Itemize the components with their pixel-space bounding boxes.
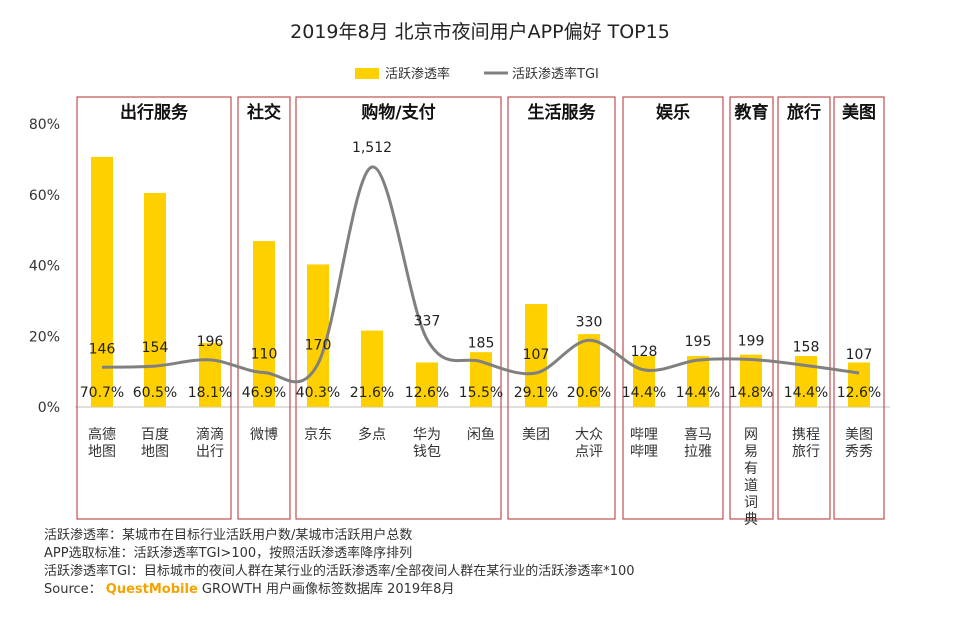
category-box	[833, 96, 885, 520]
category-label: 购物/支付	[361, 102, 435, 123]
bar	[91, 156, 113, 407]
x-tick-label: 美图秀秀	[845, 427, 873, 460]
bar-value-label: 70.7%	[80, 385, 124, 401]
tgi-label: 185	[468, 336, 495, 352]
bar-value-label: 12.6%	[405, 385, 449, 401]
category-label: 生活服务	[528, 102, 597, 123]
category-label: 娱乐	[656, 102, 690, 123]
category-box	[729, 96, 774, 520]
bar	[470, 352, 492, 407]
source-brand: QuestMobile	[105, 582, 198, 597]
bar-value-label: 46.9%	[242, 385, 286, 401]
tgi-label: 330	[576, 314, 603, 330]
category-box	[295, 96, 502, 520]
legend-swatch-penetration	[355, 68, 379, 79]
note-penetration-definition: 活跃渗透率：某城市在目标行业活跃用户数/某城市活跃用户总数	[44, 528, 413, 543]
tgi-label: 195	[685, 334, 712, 350]
y-tick-label: 20%	[29, 329, 60, 345]
bar	[578, 334, 600, 407]
category-label: 社交	[246, 102, 281, 123]
category-box	[237, 96, 291, 520]
y-tick-label: 60%	[29, 188, 60, 204]
tgi-label: 154	[142, 340, 169, 356]
note-tgi-definition: 活跃渗透率TGI：目标城市的夜间人群在某行业的活跃渗透率/全部夜间人群在某行业的…	[44, 564, 635, 579]
legend-label-tgi: 活跃渗透率TGI	[512, 66, 599, 82]
category-box	[622, 96, 724, 520]
bar-value-label: 15.5%	[459, 385, 503, 401]
tgi-label: 158	[793, 339, 820, 355]
x-tick-label: 京东	[304, 427, 332, 443]
bar-value-label: 29.1%	[514, 385, 558, 401]
bar-value-label: 40.3%	[296, 385, 340, 401]
tgi-label: 199	[738, 333, 765, 349]
bar	[525, 304, 547, 407]
x-tick-label: 大众点评	[575, 427, 603, 460]
category-label: 教育	[734, 102, 769, 123]
y-tick-label: 40%	[29, 259, 60, 275]
x-tick-label: 滴滴出行	[196, 426, 224, 460]
category-box	[777, 96, 831, 520]
x-tick-label: 喜马拉雅	[684, 427, 712, 460]
bar	[795, 356, 817, 407]
x-tick-label: 美团	[522, 427, 550, 443]
source-suffix: GROWTH 用户画像标签数据库 2019年8月	[201, 582, 455, 597]
x-tick-label: 微博	[250, 426, 278, 443]
category-label: 旅行	[787, 102, 821, 123]
y-tick-label: 0%	[38, 400, 60, 416]
bar-value-label: 14.4%	[784, 385, 828, 401]
x-tick-label: 高德地图	[88, 426, 116, 460]
tgi-label: 170	[305, 338, 332, 354]
x-tick-label: 闲鱼	[467, 426, 495, 443]
bar-value-label: 14.8%	[729, 385, 773, 401]
bar-value-label: 21.6%	[350, 385, 394, 401]
tgi-label: 146	[89, 341, 116, 357]
chart: 2019年8月 北京市夜间用户APP偏好 TOP15 活跃渗透率 活跃渗透率TGI 0…	[29, 21, 890, 525]
x-tick-label: 哔哩哔哩	[630, 427, 658, 460]
bar	[361, 330, 383, 407]
bar-value-label: 18.1%	[188, 385, 232, 401]
chart-title: 2019年8月 北京市夜间用户APP偏好 TOP15	[290, 21, 670, 43]
tgi-label: 196	[197, 334, 224, 350]
category-label: 美图	[842, 102, 876, 123]
bar-value-label: 60.5%	[133, 385, 177, 401]
tgi-label: 1,512	[352, 140, 392, 156]
category-box	[507, 96, 616, 520]
legend-label-penetration: 活跃渗透率	[385, 66, 450, 82]
tgi-label: 110	[251, 347, 278, 363]
source-prefix: Source：	[44, 582, 102, 597]
tgi-label: 107	[523, 347, 550, 363]
y-tick-label: 80%	[29, 117, 60, 133]
tgi-line	[101, 165, 860, 384]
bar-value-label: 14.4%	[676, 385, 720, 401]
bar	[416, 362, 438, 407]
tgi-label: 128	[631, 344, 658, 360]
footnotes: 活跃渗透率：某城市在目标行业活跃用户数/某城市活跃用户总数 APP选取标准：活跃…	[44, 527, 635, 599]
x-tick-label: 多点	[358, 426, 386, 443]
tgi-label: 107	[846, 347, 873, 363]
x-tick-label: 百度地图	[141, 427, 169, 460]
tgi-label: 337	[414, 313, 441, 329]
bar-value-label: 14.4%	[622, 385, 666, 401]
category-label: 出行服务	[120, 102, 189, 123]
bar-value-label: 20.6%	[567, 385, 611, 401]
bar-value-label: 12.6%	[837, 385, 881, 401]
bar	[687, 356, 709, 407]
category-box	[76, 96, 232, 520]
bar	[740, 354, 762, 407]
x-tick-label: 携程旅行	[792, 427, 820, 460]
x-tick-label: 网易有道词典	[744, 427, 758, 525]
bar	[144, 192, 166, 407]
x-tick-label: 华为钱包	[413, 427, 441, 460]
bar	[253, 241, 275, 407]
note-selection-criteria: APP选取标准：活跃渗透率TGI>100，按照活跃渗透率降序排列	[44, 546, 413, 561]
source-line: Source： QuestMobile GROWTH 用户画像标签数据库 201…	[44, 581, 635, 599]
